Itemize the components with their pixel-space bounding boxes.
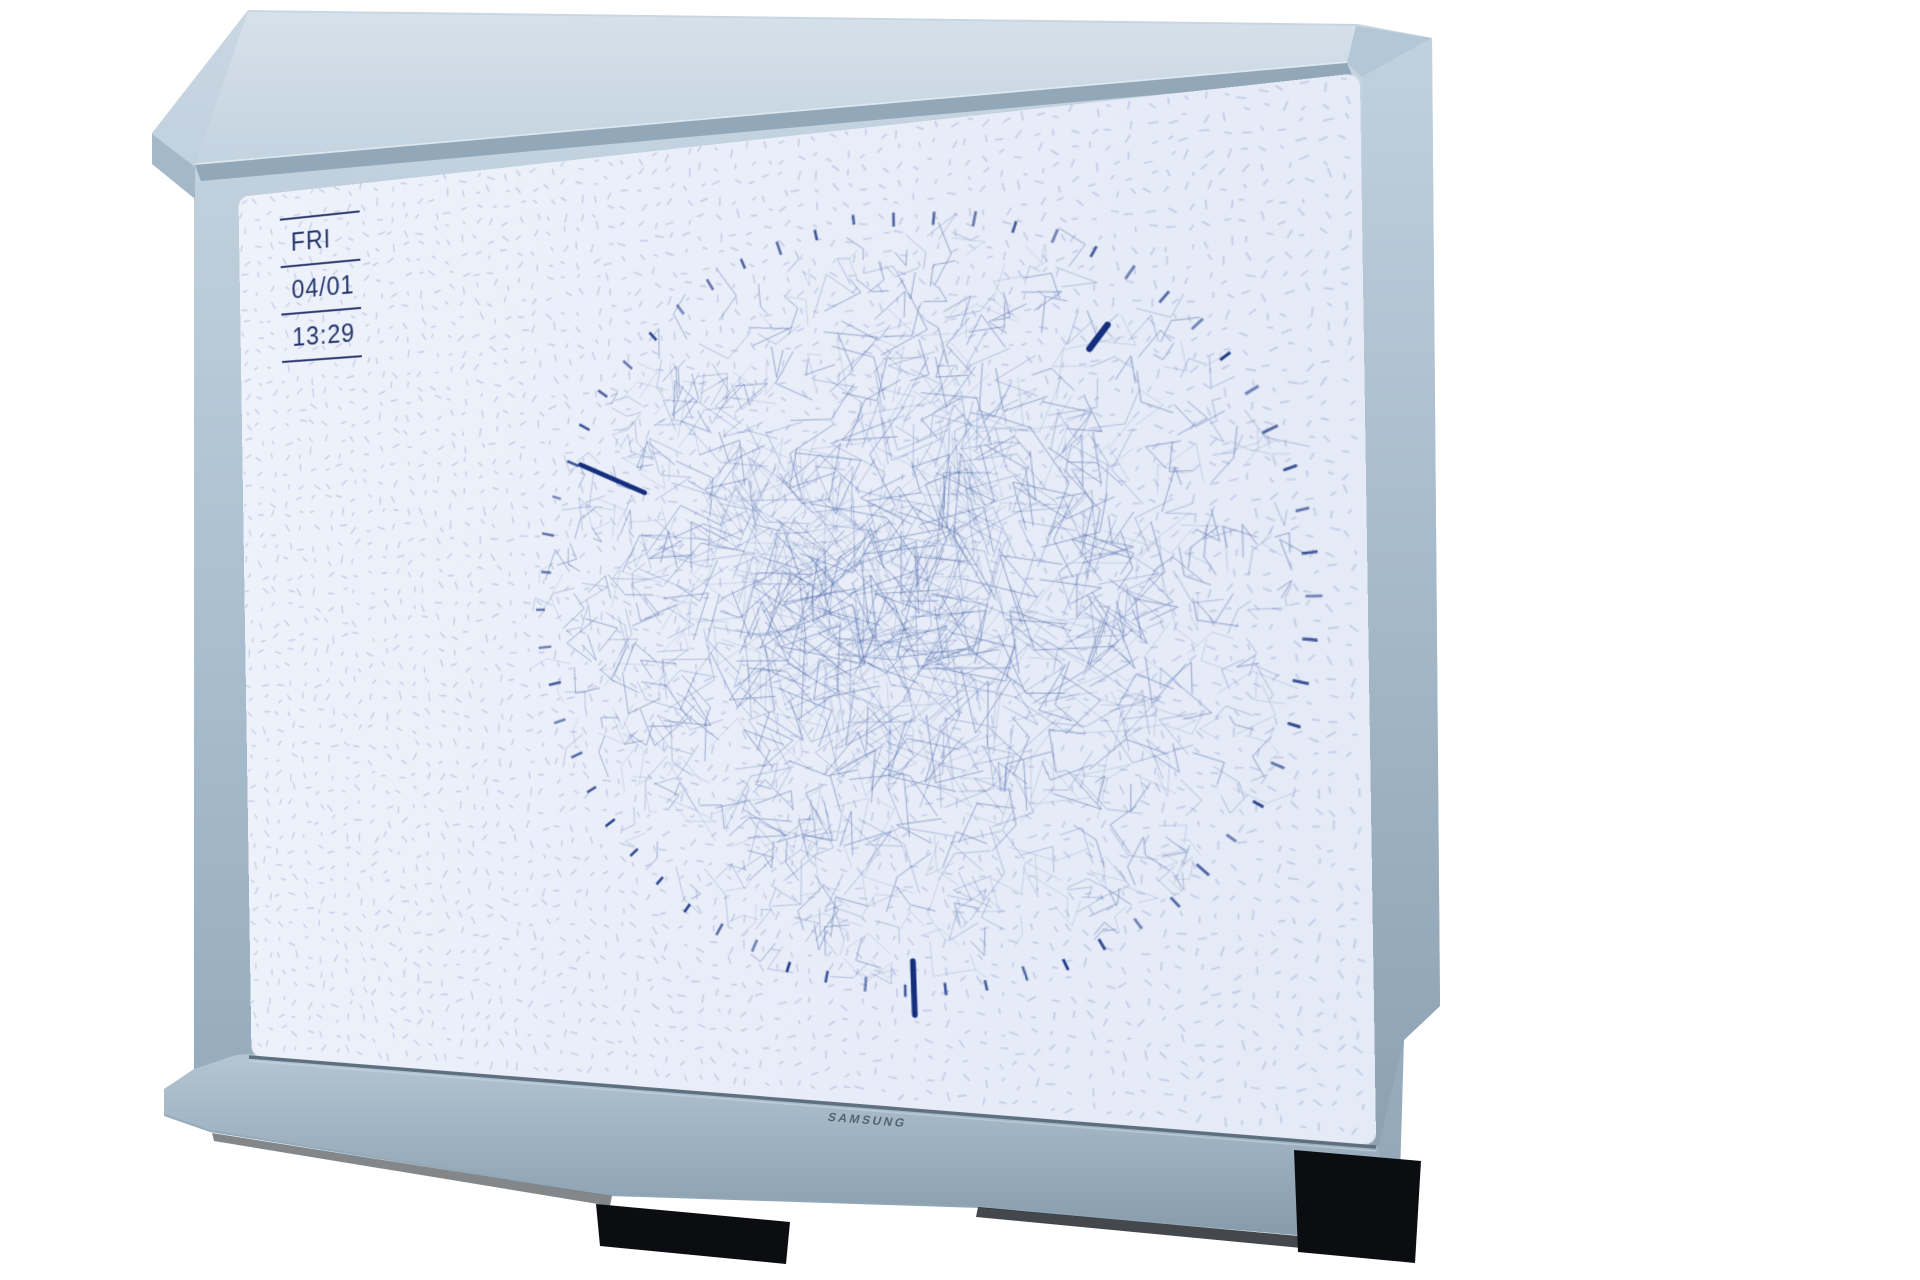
minute-tick [752,940,757,952]
hour-hand [1089,325,1107,349]
minute-tick [865,977,867,992]
minute-tick [1293,680,1309,683]
tv-top-shelf [195,12,1356,165]
minute-tick [571,752,582,757]
minute-tick [1245,386,1258,394]
minute-tick [598,390,607,397]
minute-tick [741,259,745,269]
minute-tick [542,533,554,536]
minute-tick [539,647,552,649]
minute-tick [1302,552,1318,554]
day-label: FRI [279,210,361,267]
minute-tick [707,279,713,291]
tv-bottom-shadow-right [976,1207,1398,1257]
minute-tick [933,212,935,225]
minute-tick [1159,291,1169,302]
minute-tick [656,877,663,885]
tv-top-right-flange [1347,26,1432,77]
minute-tick [1197,864,1210,875]
minute-tick [1134,919,1141,929]
minute-tick [1296,508,1310,511]
minute-tick [1099,939,1105,950]
minute-tick [853,215,854,225]
minute-tick [825,971,828,983]
minute-tick [985,980,987,990]
tv-shelf-front-seam [195,63,1353,181]
tv-screen-rotation: FRI 04/01 13:29 [238,72,1377,1147]
datetime-widget: FRI 04/01 13:29 [279,210,362,364]
tv-foot-left [596,1204,790,1264]
minute-tick [777,241,781,255]
minute-tick [1283,465,1297,470]
minute-tick [815,230,817,240]
minute-tick [606,819,615,826]
minute-tick [579,424,589,431]
minute-tick [541,572,551,573]
scribble-clock [238,73,1376,1146]
minute-tick [677,304,684,314]
tv-right-side-band [1362,38,1440,1150]
minute-tick [1192,319,1203,329]
minute-tick [1023,966,1028,980]
minute-tick [554,719,565,723]
minute-tick [716,923,723,935]
tv-screen: FRI 04/01 13:29 [238,72,1377,1147]
minute-tick [587,787,596,793]
minute-tick [1262,426,1278,433]
minute-tick [1171,897,1180,907]
tv-top-left-flange [152,134,195,199]
minute-tick [684,904,690,912]
minute-tick [1253,801,1263,807]
tv-shelf-front-highlight [194,61,1348,165]
minute-tick [630,849,638,856]
minute-hand [913,961,915,1015]
minute-tick [1125,266,1135,279]
texture-dashes [238,73,1368,1139]
minute-tick [1012,221,1016,233]
date-label: 04/01 [280,258,362,314]
time-label: 13:29 [281,306,362,362]
minute-tick [552,496,560,499]
minute-tick [973,211,976,226]
minute-tick [1302,639,1317,641]
minute-tick [1227,835,1237,842]
minute-tick [1288,723,1301,727]
minute-tick [945,983,946,996]
second-hand [580,462,644,496]
tv-foot-right [1294,1150,1421,1263]
minute-tick [787,962,791,972]
minute-tick [1052,229,1058,243]
